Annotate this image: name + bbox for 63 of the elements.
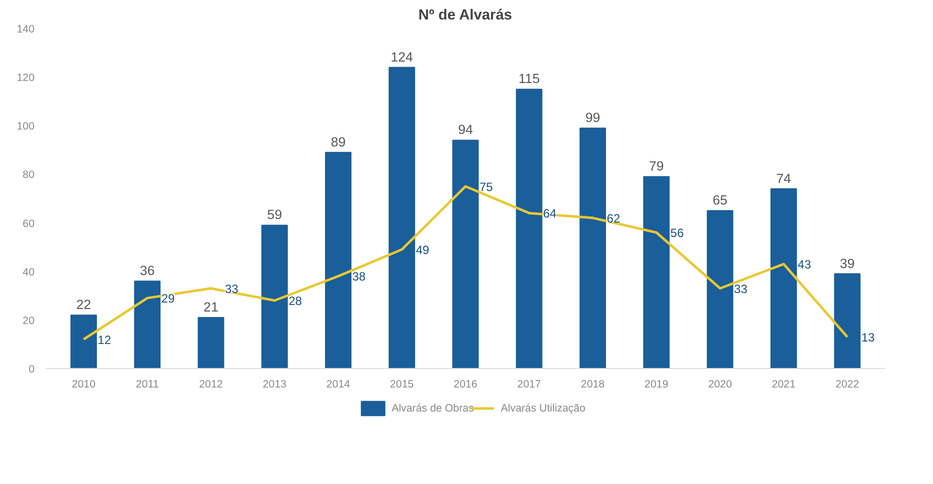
data-label: 79 xyxy=(648,158,664,174)
y-tick-label: 20 xyxy=(22,314,35,327)
legend-label: Alvarás de Obras xyxy=(392,402,474,414)
data-label: 49 xyxy=(416,243,430,257)
x-tick-label: 2012 xyxy=(199,378,223,390)
x-tick-label: 2018 xyxy=(580,378,605,390)
data-label: 94 xyxy=(458,122,474,138)
bar xyxy=(261,224,288,368)
data-label: 12 xyxy=(98,332,112,347)
x-tick-label: 2011 xyxy=(136,378,159,390)
x-tick-label: 2014 xyxy=(326,378,350,390)
data-label: 22 xyxy=(76,297,92,312)
x-tick-label: 2013 xyxy=(262,378,287,390)
legend-label: Alvarás Utilização xyxy=(500,402,586,414)
data-label: 62 xyxy=(606,211,620,226)
bar xyxy=(452,140,479,368)
data-label: 33 xyxy=(734,282,748,296)
x-tick-label: 2019 xyxy=(644,378,668,390)
data-label: 38 xyxy=(352,270,366,284)
data-label: 28 xyxy=(288,294,302,308)
x-tick-label: 2017 xyxy=(517,378,542,390)
y-tick-label: 120 xyxy=(16,72,35,84)
data-label: 75 xyxy=(480,180,494,194)
data-label: 33 xyxy=(224,282,239,296)
y-tick-label: 140 xyxy=(16,24,35,36)
bar xyxy=(70,314,97,368)
data-label: 115 xyxy=(518,71,540,86)
data-label: 29 xyxy=(161,292,175,306)
y-tick-label: 60 xyxy=(22,218,35,230)
bar xyxy=(834,273,861,368)
x-tick-label: 2022 xyxy=(835,378,860,390)
bar xyxy=(643,176,670,368)
x-tick-label: 2021 xyxy=(772,378,796,390)
data-label: 59 xyxy=(267,207,282,222)
data-label: 124 xyxy=(390,49,414,64)
bar xyxy=(706,210,734,368)
x-tick-label: 2010 xyxy=(72,378,96,390)
chart-title: Nº de Alvarás xyxy=(418,8,512,24)
data-label: 39 xyxy=(840,256,855,271)
y-tick-label: 40 xyxy=(22,266,35,278)
bar xyxy=(388,66,416,368)
bar xyxy=(770,188,797,368)
bar xyxy=(198,317,224,368)
data-label: 56 xyxy=(670,226,684,240)
data-label: 65 xyxy=(712,192,728,208)
data-label: 89 xyxy=(330,134,346,150)
bar xyxy=(580,128,606,368)
x-tick-label: 2015 xyxy=(390,378,414,390)
bar xyxy=(325,152,352,368)
x-tick-label: 2016 xyxy=(454,378,478,390)
data-label: 21 xyxy=(204,300,218,314)
bar xyxy=(516,88,542,368)
x-tick-label: 2020 xyxy=(708,378,732,390)
data-label: 99 xyxy=(585,110,600,126)
bar xyxy=(134,280,161,368)
data-label: 43 xyxy=(798,258,812,272)
data-label: 13 xyxy=(861,330,875,344)
data-label: 64 xyxy=(543,206,557,221)
data-label: 36 xyxy=(140,263,155,278)
data-label: 74 xyxy=(776,170,792,186)
y-tick-label: 0 xyxy=(28,364,35,376)
y-tick-label: 80 xyxy=(22,169,35,182)
y-tick-label: 100 xyxy=(16,120,35,133)
